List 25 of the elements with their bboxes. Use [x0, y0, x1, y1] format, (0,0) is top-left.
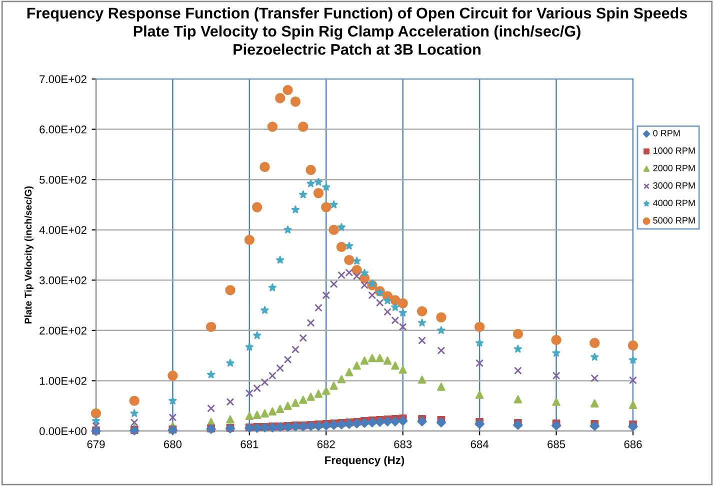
legend-label: 1000 RPM	[654, 147, 695, 154]
legend-label: 4000 RPM	[653, 200, 695, 206]
y-tick-label: 5.00E+02	[40, 176, 86, 184]
y-tick-label: 6.00E+02	[40, 126, 86, 134]
legend-label: 5000 RPM	[653, 217, 695, 224]
y-tick-label: 4.00E+02	[39, 226, 86, 234]
x-tick-label: 685	[548, 440, 566, 448]
x-tick-label: 684	[470, 440, 489, 448]
chart-title: Frequency Response Function (Transfer Function) of Open Circuit for Various Spin Speeds Plate Tip Velocity to Spin Rig Clamp Acceleration (inch/sec/G) Piezoelectric Patch at 3B Location	[27, 7, 688, 55]
y-tick-label: 2.00E+02	[40, 326, 86, 335]
y-tick-label: 0.00E+00	[40, 427, 87, 436]
y-tick-label: 7.00E+02	[40, 75, 86, 84]
x-tick-label: 679	[87, 440, 105, 448]
x-tick-label: 682	[317, 440, 335, 448]
x-tick-label: 680	[164, 440, 182, 448]
legend-label: 3000 RPM	[653, 182, 695, 189]
legend-label: 0 RPM	[653, 130, 680, 136]
y-tick-label: 3.00E+02	[40, 276, 86, 284]
x-tick-label: 686	[624, 440, 642, 448]
y-tick-label: 1.00E+02	[40, 376, 86, 385]
legend-label: 2000 RPM	[653, 164, 695, 172]
x-axis-title: Frequency (Hz)	[325, 456, 404, 466]
x-tick-label: 683	[394, 440, 412, 448]
x-tick-label: 681	[240, 440, 258, 448]
y-axis-title: Plate Tip Velocity (inch/sec/G)	[24, 186, 34, 324]
